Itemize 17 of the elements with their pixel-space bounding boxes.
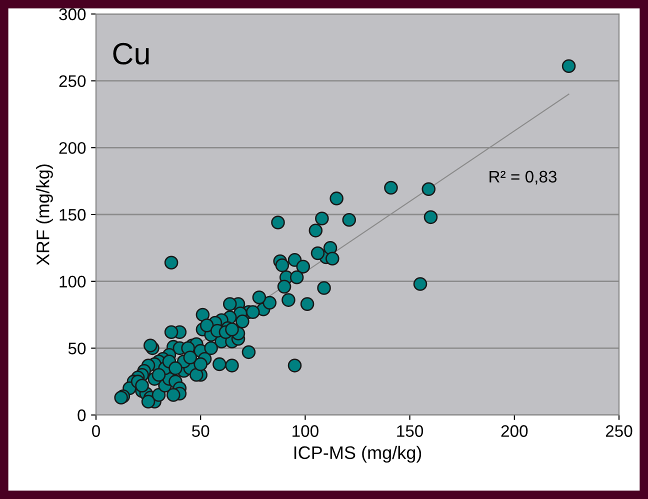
y-tick-label: 150 <box>60 208 86 221</box>
x-tick-label: 50 <box>192 425 210 437</box>
text: Cu <box>113 42 149 65</box>
y-tick-label: 300 <box>59 8 86 20</box>
x-axis-title: ICP-MS (mg/kg) <box>294 446 422 463</box>
y-tick-label: 0 <box>78 409 86 422</box>
x-tick-label: 0 <box>92 425 100 437</box>
y-axis-title: XRF (mg/kg) <box>36 164 53 266</box>
annotation: R² = 0,83 <box>490 170 557 185</box>
x-tick-label: 100 <box>292 425 318 437</box>
y-tick-label: 50 <box>68 342 86 354</box>
y-tick-label: 250 <box>59 75 86 88</box>
y-tick-label: 100 <box>60 276 86 288</box>
y-tick-label: 200 <box>59 142 86 154</box>
x-tick-label: 250 <box>606 425 632 437</box>
x-tick-label: 150 <box>397 425 424 437</box>
x-tick-label: 200 <box>501 425 528 437</box>
